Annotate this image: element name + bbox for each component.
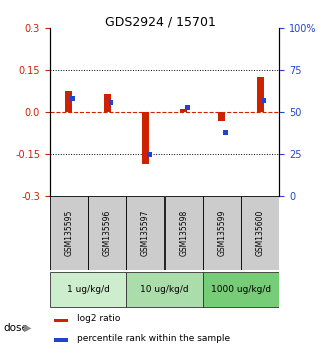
Bar (50, 272, 126, 307)
Bar (126, 272, 203, 307)
Bar (104, 94, 110, 112)
Bar (185, 105, 190, 110)
Text: dose: dose (3, 323, 28, 333)
Bar (50, 196, 88, 270)
Text: GSM135597: GSM135597 (141, 210, 150, 256)
Bar (203, 196, 241, 270)
Text: GSM135600: GSM135600 (256, 210, 265, 256)
Text: GDS2924 / 15701: GDS2924 / 15701 (105, 16, 216, 29)
Bar (257, 77, 264, 112)
Text: 1 ug/kg/d: 1 ug/kg/d (66, 285, 109, 294)
Bar (54, 338, 68, 342)
Bar (109, 100, 113, 105)
Bar (165, 196, 203, 270)
Bar (219, 112, 225, 121)
Bar (88, 196, 126, 270)
Text: log2 ratio: log2 ratio (77, 314, 121, 323)
Bar (203, 272, 279, 307)
Bar (70, 96, 75, 101)
Text: ▶: ▶ (24, 323, 32, 333)
Text: GSM135599: GSM135599 (217, 210, 226, 256)
Text: 1000 ug/kg/d: 1000 ug/kg/d (211, 285, 271, 294)
Text: percentile rank within the sample: percentile rank within the sample (77, 334, 230, 343)
Text: GSM135595: GSM135595 (65, 210, 74, 256)
Bar (241, 196, 279, 270)
Bar (223, 130, 228, 135)
Bar (262, 98, 266, 103)
Bar (147, 152, 152, 157)
Bar (180, 109, 187, 112)
Bar (126, 196, 164, 270)
Bar (142, 112, 149, 164)
Text: GSM135598: GSM135598 (179, 210, 188, 256)
Text: GSM135596: GSM135596 (103, 210, 112, 256)
Text: 10 ug/kg/d: 10 ug/kg/d (140, 285, 189, 294)
Bar (65, 91, 72, 112)
Bar (54, 319, 68, 322)
